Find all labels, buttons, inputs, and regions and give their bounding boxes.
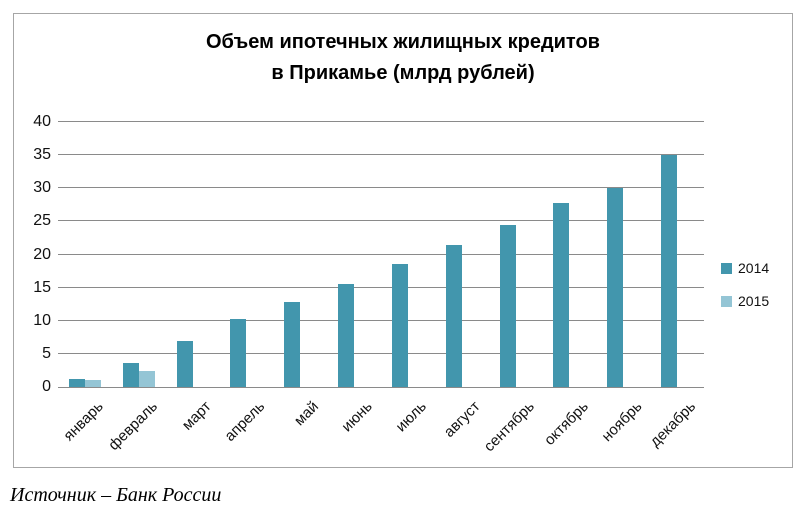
y-tick-label-20: 20 bbox=[33, 245, 51, 263]
x-axis-label-август: август bbox=[441, 398, 484, 441]
x-cell-апрель: апрель bbox=[220, 390, 274, 466]
legend: 2014 2015 bbox=[721, 260, 769, 309]
chart-frame: Объем ипотечных жилищных кредитов в Прик… bbox=[13, 13, 793, 468]
x-cell-декабрь: декабрь bbox=[646, 390, 704, 466]
x-cell-июнь: июнь bbox=[327, 390, 381, 466]
source-note: Источник – Банк России bbox=[10, 484, 222, 506]
gridline-y-15 bbox=[58, 286, 704, 288]
x-cell-август: август bbox=[435, 390, 489, 466]
x-axis-label-ноябрь: ноябрь bbox=[598, 398, 646, 446]
bar-2014-январь bbox=[68, 379, 85, 387]
y-tick-label-15: 15 bbox=[33, 278, 51, 296]
bar-group-декабрь bbox=[650, 122, 704, 387]
bar-group-август bbox=[435, 122, 489, 387]
legend-item-2014: 2014 bbox=[721, 260, 769, 276]
gridline-y-20 bbox=[58, 253, 704, 255]
x-axis-label-июль: июль bbox=[392, 398, 430, 436]
gridline-y-25 bbox=[58, 220, 704, 222]
x-axis-label-май: май bbox=[291, 398, 323, 430]
bar-group-октябрь bbox=[542, 122, 596, 387]
bar-group-май bbox=[273, 122, 327, 387]
bar-group-июль bbox=[381, 122, 435, 387]
legend-label-2014: 2014 bbox=[738, 260, 770, 276]
bar-2014-февраль bbox=[122, 362, 139, 387]
x-cell-июль: июль bbox=[381, 390, 435, 466]
x-cell-январь: январь bbox=[58, 390, 112, 466]
gridline-y-10 bbox=[58, 319, 704, 321]
x-axis-label-июнь: июнь bbox=[338, 398, 377, 436]
gridline-y-35 bbox=[58, 154, 704, 156]
x-cell-февраль: февраль bbox=[105, 390, 166, 466]
y-tick-label-25: 25 bbox=[33, 212, 51, 230]
x-axis-label-октябрь: октябрь bbox=[540, 398, 592, 449]
chart-title-line1: Объем ипотечных жилищных кредитов bbox=[206, 31, 600, 53]
x-axis-label-апрель: апрель bbox=[221, 398, 269, 445]
x-cell-сентябрь: сентябрь bbox=[480, 390, 543, 466]
gridline-y-40 bbox=[58, 121, 704, 122]
x-cell-май: май bbox=[273, 390, 327, 466]
y-tick-label-5: 5 bbox=[42, 344, 51, 362]
bar-2015-январь bbox=[84, 380, 101, 387]
bar-2014-ноябрь bbox=[607, 187, 624, 387]
y-tick-label-35: 35 bbox=[33, 146, 51, 164]
bar-2014-июль bbox=[391, 263, 408, 387]
bar-2014-апрель bbox=[230, 319, 247, 387]
gridline-y-30 bbox=[58, 187, 704, 189]
plot-area bbox=[58, 121, 704, 388]
gridline-y-5 bbox=[58, 352, 704, 354]
legend-swatch-2015 bbox=[721, 295, 732, 307]
legend-item-2015: 2015 bbox=[721, 293, 769, 309]
bar-2015-февраль bbox=[138, 371, 155, 387]
bar-group-февраль bbox=[112, 122, 166, 387]
y-tick-label-30: 30 bbox=[33, 179, 51, 197]
bar-2014-октябрь bbox=[553, 202, 570, 387]
bar-group-апрель bbox=[219, 122, 273, 387]
bar-group-ноябрь bbox=[596, 122, 650, 387]
chart-title-line2: в Прикамье (млрд рублей) bbox=[271, 62, 535, 84]
y-tick-label-0: 0 bbox=[42, 378, 51, 395]
x-axis-label-март: март bbox=[178, 398, 215, 434]
legend-swatch-2014 bbox=[721, 262, 732, 274]
x-cell-ноябрь: ноябрь bbox=[596, 390, 650, 466]
legend-label-2015: 2015 bbox=[738, 293, 770, 309]
bar-group-январь bbox=[58, 122, 112, 387]
y-axis: 0 5 10 15 20 25 30 35 40 bbox=[14, 113, 51, 395]
bar-group-сентябрь bbox=[489, 122, 543, 387]
x-axis: январь февраль март апрель май июнь июль август… bbox=[58, 390, 704, 466]
x-axis-label-февраль: февраль bbox=[104, 398, 161, 454]
bar-2014-март bbox=[176, 341, 193, 387]
x-axis-label-январь: январь bbox=[60, 398, 107, 445]
y-tick-label-10: 10 bbox=[33, 311, 51, 329]
bar-group-июнь bbox=[327, 122, 381, 387]
bar-2014-декабрь bbox=[661, 155, 678, 387]
chart-title: Объем ипотечных жилищных кредитов в Прик… bbox=[14, 27, 792, 89]
y-tick-label-40: 40 bbox=[33, 113, 51, 130]
x-cell-март: март bbox=[166, 390, 220, 466]
x-axis-label-сентябрь: сентябрь bbox=[480, 398, 538, 456]
bar-2014-август bbox=[445, 244, 462, 387]
bar-2014-май bbox=[284, 301, 301, 387]
bar-2014-июнь bbox=[338, 284, 355, 387]
x-cell-октябрь: октябрь bbox=[540, 390, 597, 466]
bar-group-март bbox=[166, 122, 220, 387]
bar-2014-сентябрь bbox=[499, 225, 516, 387]
x-axis-label-декабрь: декабрь bbox=[646, 398, 700, 451]
